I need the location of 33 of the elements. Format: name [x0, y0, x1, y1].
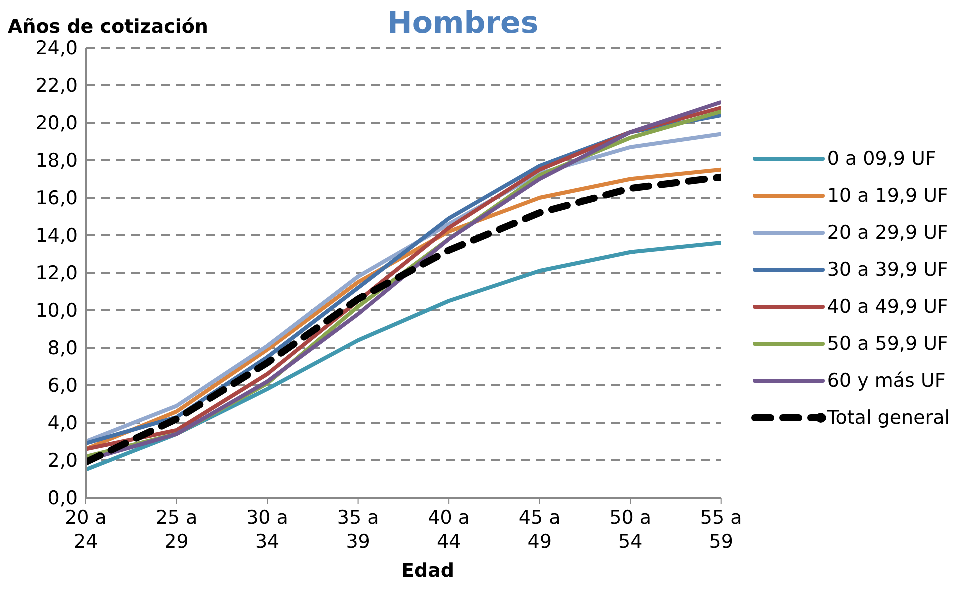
y-tick-label: 4,0: [48, 412, 78, 435]
y-axis-title: Años de cotización: [8, 16, 208, 38]
legend-label: 40 a 49,9 UF: [827, 296, 948, 318]
x-tick-label: 55 a 59: [700, 507, 742, 553]
y-tick-label: 18,0: [36, 150, 78, 172]
y-tick-label: 14,0: [36, 225, 78, 248]
y-tick-label: 0,0: [48, 488, 78, 510]
line-series: [86, 241, 722, 472]
y-tick-label: 22,0: [36, 75, 78, 98]
x-axis-title: Edad: [400, 560, 456, 582]
legend-label: 10 a 19,9 UF: [827, 184, 948, 206]
x-tick-label: 20 a 24: [65, 507, 107, 553]
x-tick-label: 25 a 29: [156, 507, 198, 553]
y-tick-label: 12,0: [36, 262, 78, 285]
x-tick-label: 45 a 49: [518, 507, 561, 553]
y-tick-label: 24,0: [36, 38, 78, 60]
y-tick-label: 20,0: [36, 112, 78, 135]
x-tick-label: 35 a 39: [337, 507, 380, 553]
legend-label: 20 a 29,9 UF: [827, 222, 948, 244]
y-tick-label: 8,0: [48, 338, 78, 360]
y-tick-label: 16,0: [36, 188, 78, 210]
y-tick-label: 6,0: [48, 375, 78, 398]
legend-label: Total general: [827, 406, 950, 428]
legend-label: 50 a 59,9 UF: [827, 332, 948, 354]
x-tick-label: 40 a 44: [428, 507, 470, 553]
y-tick-label: 10,0: [36, 300, 78, 322]
legend-label: 0 a 09,9 UF: [827, 148, 936, 170]
legend-label: 30 a 39,9 UF: [827, 258, 948, 280]
y-tick-label: 2,0: [48, 450, 78, 472]
chart-title: Hombres: [386, 6, 540, 41]
x-tick-label: 30 a 34: [246, 507, 288, 553]
x-tick-label: 50 a 54: [610, 507, 652, 553]
legend-label: 60 y más UF: [827, 370, 946, 392]
